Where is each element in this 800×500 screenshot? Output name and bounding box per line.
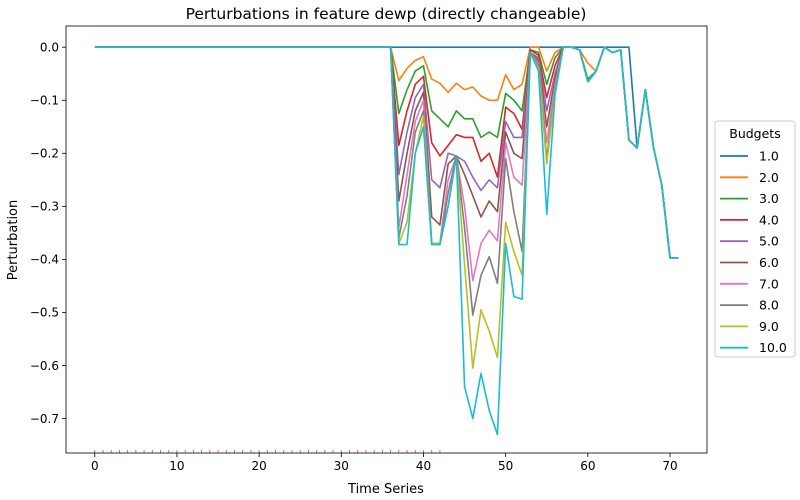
legend-label: 8.0 (759, 298, 779, 313)
x-minor-tick-marks (94, 450, 441, 453)
x-tick-label: 40 (416, 459, 431, 473)
x-axis: 0 10 20 30 40 50 60 70 (91, 453, 678, 473)
y-tick-label: −0.6 (30, 359, 59, 373)
y-tick-label: −0.5 (30, 306, 59, 320)
y-tick-label: −0.1 (30, 94, 59, 108)
series-layer (94, 46, 679, 436)
y-tick-label: −0.4 (30, 253, 59, 267)
y-axis-label: Perturbation (6, 200, 21, 281)
legend-label: 1.0 (759, 149, 779, 164)
legend-label: 6.0 (759, 255, 779, 270)
legend-items: 1.0 2.0 3.0 4.0 5.0 6.0 7.0 8.0 9.0 10.0 (720, 149, 787, 355)
legend-title: Budgets (729, 126, 780, 141)
legend-label: 9.0 (759, 319, 779, 334)
y-tick-label: −0.7 (30, 412, 59, 426)
series-line-10 (94, 46, 679, 436)
legend-label: 3.0 (759, 191, 779, 206)
y-tick-label: 0.0 (40, 41, 59, 55)
legend-box (714, 120, 796, 358)
x-tick-label: 60 (580, 459, 595, 473)
y-axis: 0.0 −0.1 −0.2 −0.3 −0.4 −0.5 −0.6 −0.7 (30, 41, 66, 426)
legend-label: 4.0 (759, 212, 779, 227)
plot-area (66, 26, 707, 453)
legend-label: 10.0 (759, 340, 787, 355)
legend-label: 7.0 (759, 276, 779, 291)
chart-title: Perturbations in feature dewp (directly … (186, 5, 587, 23)
legend-label: 2.0 (759, 170, 779, 185)
y-tick-label: −0.2 (30, 147, 59, 161)
x-tick-label: 20 (251, 459, 266, 473)
x-tick-label: 0 (91, 459, 99, 473)
x-axis-label: Time Series (347, 482, 424, 497)
plot-frame (65, 25, 708, 454)
x-tick-label: 10 (169, 459, 184, 473)
y-tick-label: −0.3 (30, 200, 59, 214)
legend-label: 5.0 (759, 234, 779, 249)
legend: Budgets 1.0 2.0 3.0 4.0 5.0 6.0 7.0 8.0 9.0 10.0 (714, 120, 796, 358)
x-tick-label: 70 (662, 459, 677, 473)
x-tick-label: 30 (334, 459, 349, 473)
x-tick-label: 50 (498, 459, 513, 473)
